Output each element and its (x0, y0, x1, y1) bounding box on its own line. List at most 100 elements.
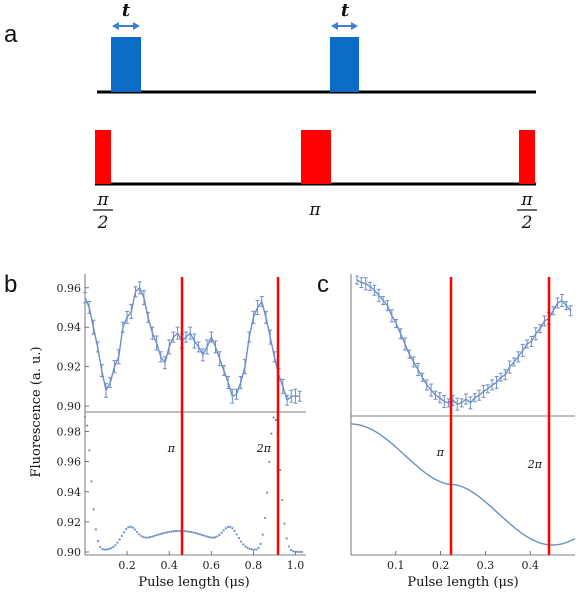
b-measured-point (133, 286, 138, 298)
panel-c-theory-curve (351, 423, 576, 546)
c-measured-point (525, 339, 530, 349)
c-measured-point (468, 396, 473, 410)
b-measured-point (184, 331, 189, 343)
c-measured-point (520, 343, 525, 357)
b-theory-point (268, 460, 271, 464)
b-theory-point (229, 525, 232, 528)
b-theory-point (86, 424, 89, 427)
b-theory-point (116, 541, 119, 544)
panel-b-xticks: 0.2 0.4 0.6 0.8 1.0 (118, 551, 304, 572)
blue-pulse-2-width-arrow (331, 22, 358, 30)
label-pi: π (308, 200, 321, 220)
b-theory-point (289, 548, 293, 552)
b-theory-point (294, 550, 297, 553)
b-theory-point (135, 530, 139, 534)
c-measured-point (368, 281, 373, 291)
c-measured-point (503, 369, 508, 381)
b-xtick-label: 0.2 (118, 559, 136, 572)
b-theory-point (235, 533, 238, 536)
b-measured-line (84, 286, 300, 402)
red-pulse-pi (301, 130, 331, 184)
b-theory-point (248, 547, 251, 550)
b-measured-point (209, 331, 214, 343)
panel-a-letter: a (4, 21, 18, 48)
b-theory-point (140, 534, 143, 538)
panel-b-ylabel: Fluorescence (a. u.) (29, 346, 44, 477)
b-measured-point (259, 296, 264, 308)
b-measured-point (116, 349, 121, 365)
c-measured-point (472, 393, 477, 403)
b-measured-point (280, 378, 285, 394)
b-theory-point (174, 529, 178, 533)
b-theory-point (194, 531, 197, 535)
b-xtick-label: 0.6 (203, 559, 221, 572)
c-measured-point (416, 363, 421, 377)
b-theory-point (198, 533, 201, 536)
b-theory-point (270, 432, 273, 435)
panel-c-letter: c (317, 271, 329, 298)
b-theory-point (161, 532, 165, 535)
c-measured-point (494, 375, 499, 389)
b-theory-point (283, 522, 286, 525)
panel-b-measured-data (83, 281, 302, 406)
b-theory-point (138, 533, 141, 536)
c-xtick-label: 0.2 (432, 559, 450, 572)
c-xtick-label: 0.3 (477, 559, 495, 572)
c-measured-point (564, 301, 569, 311)
b-theory-point (192, 531, 195, 534)
b-theory-point (107, 547, 110, 551)
b-theory-point (101, 547, 104, 551)
b-theory-point (266, 491, 269, 494)
b-measured-point (264, 310, 269, 324)
c-measured-point (433, 390, 438, 400)
b-theory-point (244, 545, 247, 548)
b-theory-point (300, 550, 303, 554)
c-measured-point (455, 397, 460, 411)
b-measured-point (272, 351, 277, 363)
b-measured-point (188, 326, 193, 340)
b-measured-point (167, 339, 172, 355)
b-theory-point (146, 536, 149, 539)
b-theory-point (114, 544, 117, 547)
b-bottom-ytick-label: 0.90 (57, 546, 82, 559)
panel-b-top-yticks: 0.90 0.92 0.94 0.96 (57, 282, 89, 413)
b-measured-point (175, 326, 180, 340)
c-measured-point (376, 288, 381, 302)
c-measured-point (402, 337, 407, 351)
c-measured-point (381, 295, 386, 305)
b-theory-point (226, 525, 230, 528)
b-theory-point (231, 527, 234, 530)
b-theory-point (255, 548, 258, 551)
b-theory-point (90, 480, 93, 483)
b-measured-point (150, 326, 155, 340)
b-measured-point (255, 300, 260, 316)
b-theory-point (259, 542, 262, 545)
b-bottom-ytick-label: 0.94 (57, 486, 82, 499)
c-measured-point (555, 297, 560, 309)
b-theory-point (281, 498, 284, 502)
c-measured-point (355, 275, 359, 285)
b-theory-point (122, 531, 126, 534)
b-theory-point (118, 538, 121, 541)
b-measured-point (234, 388, 239, 400)
c-measured-point (516, 351, 521, 363)
b-measured-point (293, 388, 298, 404)
b-theory-point (257, 546, 260, 550)
b-measured-point (226, 375, 231, 389)
b-theory-point (94, 528, 97, 531)
b-measured-point (83, 292, 87, 304)
b-top-ytick-label: 0.92 (57, 361, 82, 374)
b-top-ytick-label: 0.94 (57, 321, 82, 334)
b-theory-point (148, 536, 152, 539)
panel-b-xlabel: Pulse length (μs) (138, 575, 249, 590)
b-bottom-ytick-label: 0.92 (57, 516, 82, 529)
c-measured-point (507, 360, 512, 374)
c-measured-point (481, 384, 486, 398)
b-measured-point (87, 301, 92, 315)
b-theory-point (127, 526, 130, 529)
c-measured-point (568, 305, 573, 317)
c-measured-point (498, 372, 503, 382)
b-theory-point (125, 528, 128, 531)
b-theory-point (213, 536, 217, 539)
